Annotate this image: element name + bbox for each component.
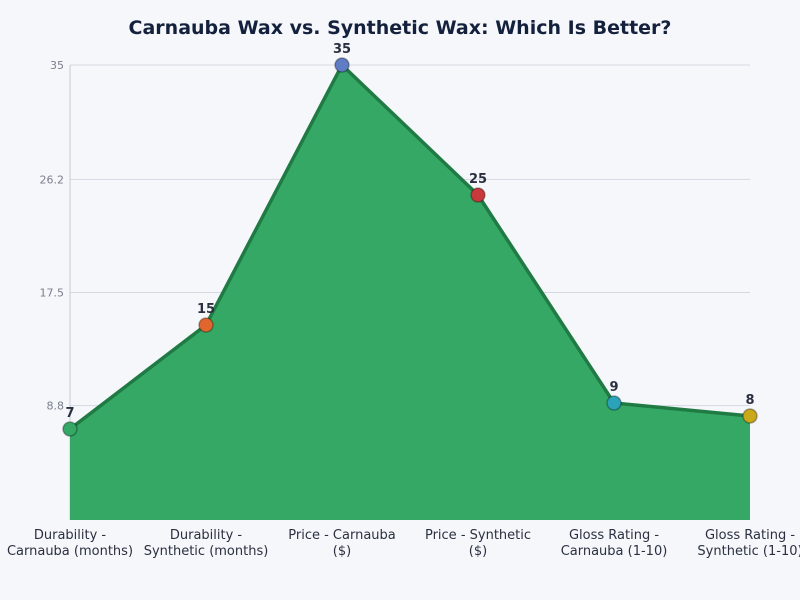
x-tick-label: Price - Carnauba [288, 528, 396, 543]
chart-title: Carnauba Wax vs. Synthetic Wax: Which Is… [129, 17, 672, 39]
data-point [334, 57, 350, 73]
x-tick-label: Synthetic (1-10) [697, 544, 800, 559]
data-point [470, 187, 486, 203]
x-tick-label: Durability - [170, 528, 243, 543]
data-label: 9 [609, 380, 618, 395]
points-layer: 7 15 35 25 9 8 [62, 42, 758, 437]
data-label: 7 [65, 406, 74, 421]
y-tick-label: 8.8 [47, 400, 65, 413]
x-tick-label: Synthetic (months) [144, 544, 269, 559]
data-label: 15 [197, 302, 215, 317]
x-tick-label: Price - Synthetic [425, 528, 531, 543]
data-label: 35 [333, 42, 351, 57]
y-tick-label: 35 [50, 59, 64, 72]
area-fill [70, 65, 750, 520]
x-tick-label: ($) [333, 544, 351, 559]
data-point [62, 421, 78, 437]
data-label: 25 [469, 172, 487, 187]
x-tick-label: Carnauba (months) [7, 544, 133, 559]
data-point [742, 408, 758, 424]
y-tick-label: 26.2 [40, 173, 65, 186]
x-tick-label: ($) [469, 544, 487, 559]
data-label: 8 [745, 393, 754, 408]
data-point [198, 317, 214, 333]
x-tick-label: Durability - [34, 528, 107, 543]
x-tick-label: Gloss Rating - [569, 528, 659, 543]
x-axis-labels: Durability -Carnauba (months)Durability … [7, 528, 800, 559]
data-point [606, 395, 622, 411]
series-line [68, 63, 751, 431]
y-tick-label: 17.5 [40, 287, 65, 300]
area-layer [68, 63, 751, 520]
x-tick-label: Carnauba (1-10) [561, 544, 668, 559]
x-tick-label: Gloss Rating - [705, 528, 795, 543]
